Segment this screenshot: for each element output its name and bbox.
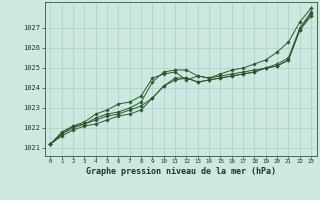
X-axis label: Graphe pression niveau de la mer (hPa): Graphe pression niveau de la mer (hPa)	[86, 167, 276, 176]
